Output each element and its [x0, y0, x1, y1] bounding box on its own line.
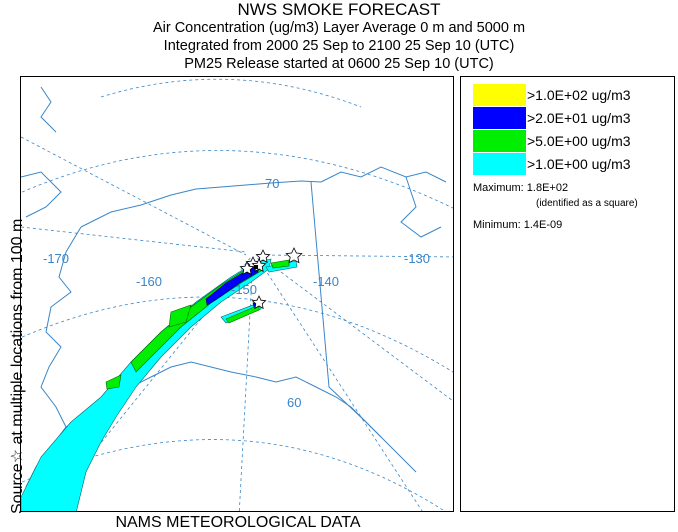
lat-label-60: 60 — [287, 395, 301, 410]
chukotka-coast — [21, 171, 62, 218]
lon-label-130: -130 — [404, 251, 430, 266]
meridian-130 — [260, 256, 453, 402]
source-star — [239, 261, 255, 276]
canada-coast — [320, 166, 447, 183]
legend-item: >5.0E+00 ug/m3 — [473, 130, 673, 152]
meteorological-data-label: NAMS METEOROLOGICAL DATA — [115, 514, 361, 531]
canada-coast-2 — [400, 176, 442, 238]
maximum-square — [254, 265, 258, 269]
legend-item: >1.0E+00 ug/m3 — [473, 153, 673, 175]
smoke-map: -170 -160 -150 -140 -130 70 60 — [21, 78, 453, 511]
alaska-north-coast — [80, 180, 322, 228]
lon-label-170: -170 — [43, 251, 69, 266]
parallel-60 — [21, 296, 453, 373]
alaska-west-coast — [40, 226, 82, 428]
lon-label-160: -160 — [136, 274, 162, 289]
meridian-150 — [238, 256, 254, 511]
minimum-value: Minimum: 1.4E-09 — [473, 219, 563, 231]
forecast-title: NWS SMOKE FORECAST — [237, 0, 441, 19]
lon-label-150: -150 — [231, 282, 257, 297]
source-star — [285, 247, 303, 264]
meridian-170 — [21, 226, 247, 253]
graticule-labels: -170 -160 -150 -140 -130 70 60 — [43, 176, 430, 410]
siberia-coast — [40, 86, 57, 133]
maximum-value: Maximum: 1.8E+02 — [473, 182, 569, 194]
maximum-note: (identified as a square) — [536, 198, 638, 209]
lon-label-140: -140 — [313, 274, 339, 289]
map-panel[interactable]: -170 -160 -150 -140 -130 70 60 — [20, 76, 454, 512]
concentration-subtitle: Air Concentration (ug/m3) Layer Average … — [152, 20, 526, 36]
legend-label: >5.0E+00 ug/m3 — [527, 133, 631, 149]
lat-label-70: 70 — [265, 176, 279, 191]
source-star — [255, 249, 271, 264]
parallel-70 — [21, 150, 453, 209]
source-star — [251, 295, 267, 310]
legend-swatch-blue — [473, 107, 526, 129]
parallel-80 — [100, 78, 362, 108]
legend-swatch-green — [473, 130, 526, 152]
legend-item: >2.0E+01 ug/m3 — [473, 107, 673, 129]
legend-label: >1.0E+00 ug/m3 — [527, 156, 631, 172]
meridian-140 — [256, 256, 423, 511]
legend-item: >1.0E+02 ug/m3 — [473, 84, 673, 106]
release-info: PM25 Release started at 0600 25 Sep 10 (… — [184, 56, 494, 72]
legend-label: >1.0E+02 ug/m3 — [527, 87, 631, 103]
meridian-180 — [21, 136, 247, 256]
integration-period: Integrated from 2000 25 Sep to 2100 25 S… — [163, 38, 515, 54]
legend-label: >2.0E+01 ug/m3 — [527, 110, 631, 126]
legend-swatch-cyan — [473, 153, 526, 175]
legend-swatch-yellow — [473, 84, 526, 106]
us-canada-border — [310, 181, 382, 438]
legend-panel: >1.0E+02 ug/m3 >2.0E+01 ug/m3 >5.0E+00 u… — [460, 76, 675, 512]
